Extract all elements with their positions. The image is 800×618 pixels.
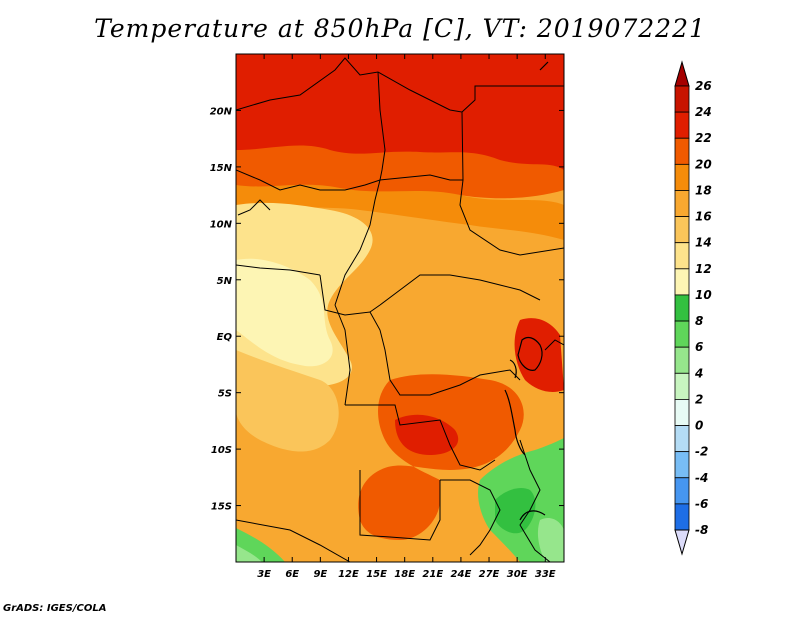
colorbar-label: 10 (695, 288, 712, 302)
colorbar-swatch (674, 477, 690, 505)
colorbar-swatch (674, 190, 690, 217)
lat-tick-label: 20N (210, 106, 233, 117)
colorbar-swatch (674, 111, 690, 139)
colorbar-swatch (674, 163, 690, 191)
lon-tick-label: 21E (422, 569, 443, 580)
lon-tick-label: 27E (479, 569, 500, 580)
lat-tick-label: 5N (217, 276, 233, 287)
lon-tick-label: 6E (285, 569, 299, 580)
colorbar-swatch (674, 268, 690, 296)
colorbar-swatch (674, 425, 690, 453)
colorbar-label: 16 (695, 210, 712, 224)
latitude-axis: 20N 15N 10N 5N EQ 5S 10S 15S (210, 106, 564, 513)
colorbar-label: 18 (695, 183, 712, 197)
lat-tick-label: 10N (210, 219, 233, 230)
colorbar-label: 14 (695, 236, 712, 250)
lon-tick-label: 12E (338, 569, 359, 580)
temperature-field (236, 54, 564, 562)
colorbar-label: 22 (695, 131, 712, 145)
lon-tick-label: 24E (451, 569, 472, 580)
lon-tick-label: 18E (394, 569, 415, 580)
longitude-axis: 3E 6E 9E 12E 15E 18E 21E 24E 27E 30E 33E (257, 54, 556, 580)
lakes-and-coasts (504, 61, 549, 521)
colorbar-swatch (674, 503, 690, 531)
colorbar-swatch (674, 242, 690, 270)
colorbar-label: 6 (695, 340, 703, 354)
colorbar-swatch (674, 137, 690, 165)
colorbar-label: -8 (695, 523, 708, 537)
colorbar-label: 12 (695, 262, 712, 276)
lon-tick-label: 3E (257, 569, 271, 580)
map-frame (235, 53, 565, 563)
colorbar-swatch (674, 451, 690, 479)
lat-tick-label: 5S (218, 389, 232, 400)
credit-label: GrADS: IGES/COLA (3, 603, 107, 614)
colorbar-swatch (674, 372, 690, 400)
lon-tick-label: 33E (535, 569, 556, 580)
colorbar-swatch (674, 399, 690, 426)
country-borders (236, 57, 564, 562)
lat-tick-label: EQ (217, 332, 233, 343)
map-title: Temperature at 850hPa [C], VT: 201907222… (94, 14, 706, 43)
colorbar-swatch (674, 294, 690, 322)
lon-tick-label: 30E (507, 569, 528, 580)
colorbar-label: 0 (695, 419, 703, 433)
colorbar-swatch (674, 346, 690, 374)
colorbar-label: 20 (695, 157, 712, 171)
lat-tick-label: 15S (211, 502, 232, 513)
lon-tick-label: 15E (366, 569, 387, 580)
colorbar-label: -4 (695, 471, 708, 485)
colorbar-swatch (674, 216, 690, 244)
colorbar-label: 4 (694, 366, 703, 380)
colorbar-label: -6 (695, 497, 708, 511)
lon-tick-label: 9E (313, 569, 327, 580)
colorbar-label: 2 (695, 392, 703, 406)
lat-tick-label: 15N (210, 163, 233, 174)
lat-tick-label: 10S (211, 445, 232, 456)
colorbar-label: 24 (695, 105, 712, 119)
colorbar-swatch (674, 85, 690, 113)
colorbar-label: 26 (695, 79, 712, 93)
colorbar-label: 8 (695, 314, 703, 328)
colorbar-over-triangle (674, 60, 690, 87)
colorbar-swatch (674, 320, 690, 348)
colorbar-under-triangle (674, 529, 690, 556)
colorbar-label: -2 (695, 445, 708, 459)
